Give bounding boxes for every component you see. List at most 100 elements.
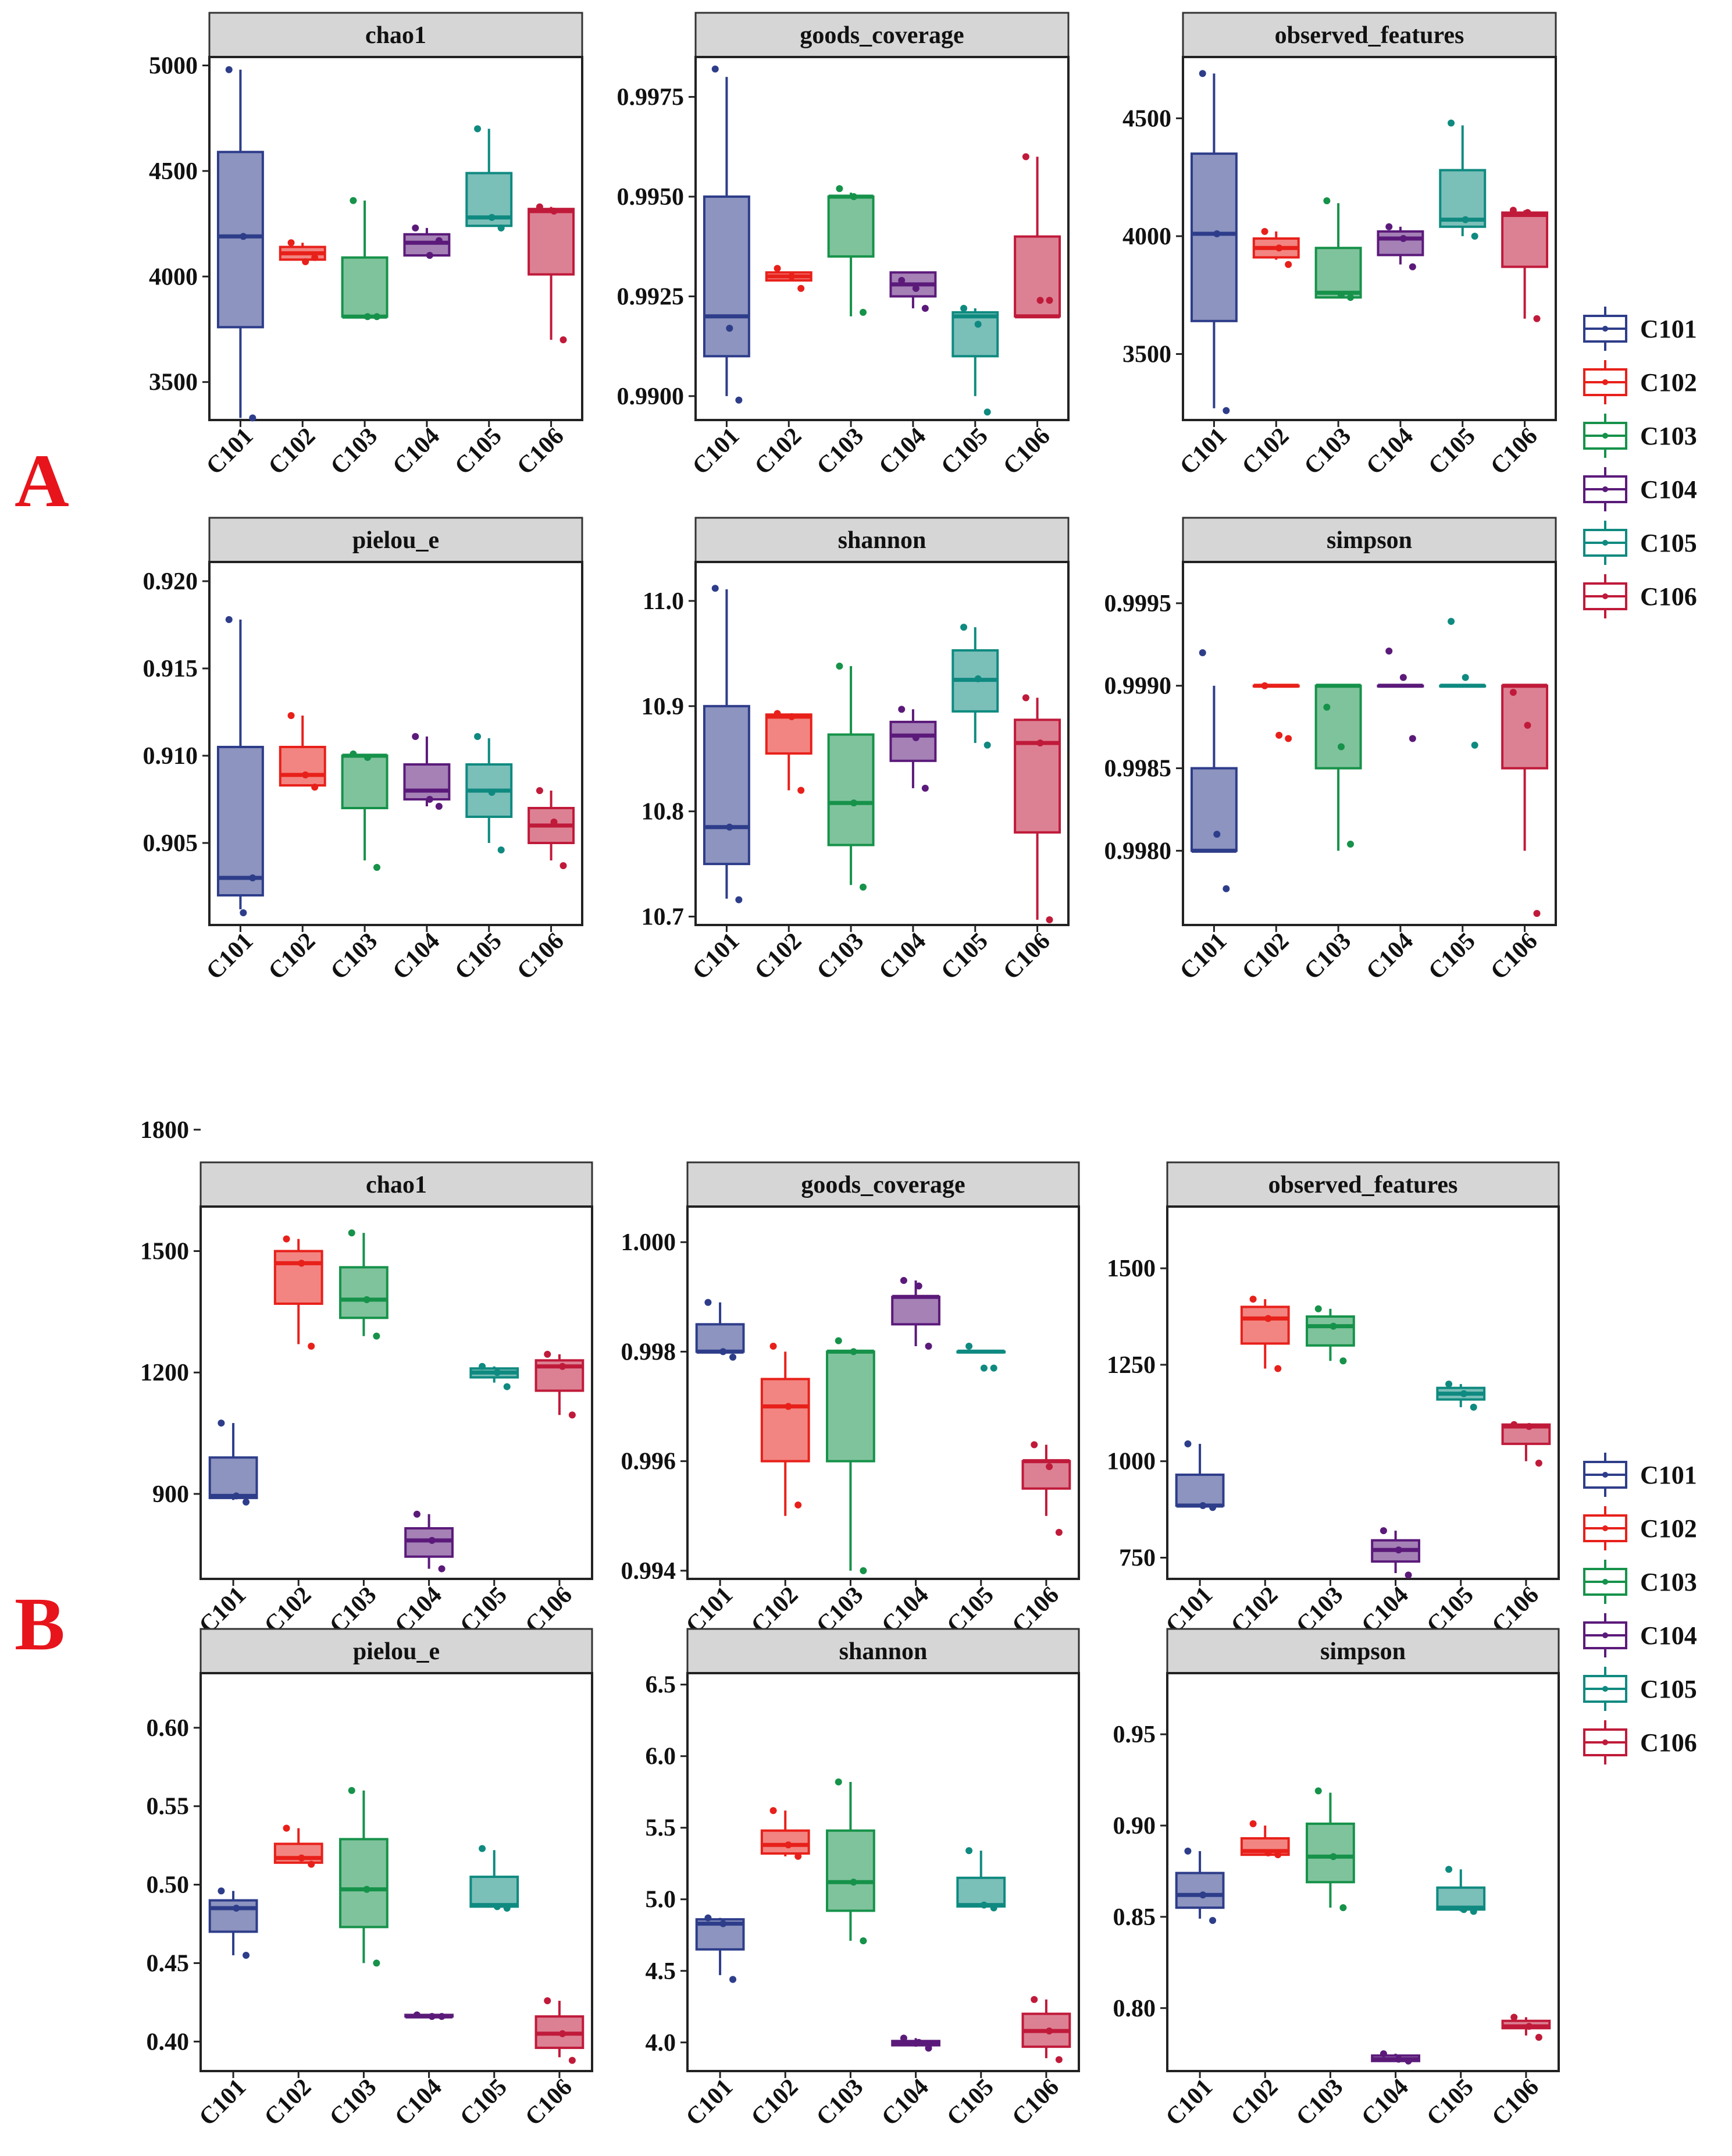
box-c103 <box>339 1229 389 1340</box>
data-point <box>1347 294 1355 301</box>
data-point <box>1448 119 1455 127</box>
panel-label-b: B <box>15 1582 65 1666</box>
y-tick-label: 0.994 <box>621 1558 676 1585</box>
box-c104 <box>889 706 937 792</box>
legend-key-point <box>1602 1472 1608 1478</box>
strip-title: goods_coverage <box>801 1172 965 1198</box>
data-point <box>711 585 719 592</box>
y-tick-label: 6.0 <box>646 1744 676 1770</box>
data-point <box>1223 885 1230 892</box>
data-point <box>1462 216 1469 223</box>
box-c104 <box>404 2011 454 2020</box>
y-tick-label: 5.0 <box>646 1887 676 1913</box>
data-point <box>559 336 567 344</box>
data-point <box>1275 731 1283 739</box>
box-iqr <box>216 151 264 329</box>
box-c104 <box>404 1510 454 1572</box>
legend-key-point <box>1602 486 1608 492</box>
data-point <box>1274 1851 1282 1859</box>
box-iqr <box>891 1296 940 1326</box>
box-iqr <box>339 1838 389 1929</box>
box-c103 <box>1314 684 1362 851</box>
data-point <box>1184 1440 1192 1447</box>
data-point <box>1510 1421 1518 1428</box>
y-tick-label: 1800 <box>140 1117 189 1144</box>
strip-title: simpson <box>1320 1638 1406 1665</box>
data-point <box>1046 297 1053 304</box>
y-tick-label: 5000 <box>149 53 198 80</box>
data-point <box>536 787 543 794</box>
data-point <box>348 1787 355 1794</box>
box-c102 <box>273 1235 323 1350</box>
data-point <box>1526 1423 1533 1431</box>
data-point <box>1274 1365 1282 1372</box>
data-point <box>233 1905 240 1912</box>
y-tick-label: 0.9900 <box>617 383 685 410</box>
data-point <box>233 1492 240 1500</box>
data-point <box>769 1807 777 1815</box>
data-point <box>1460 1906 1467 1913</box>
y-tick-label: 3500 <box>1122 341 1171 368</box>
data-point <box>1261 682 1268 689</box>
box-c105 <box>956 1847 1006 1912</box>
box-iqr <box>339 1266 389 1319</box>
box-c105 <box>951 305 999 416</box>
box-iqr <box>1014 718 1061 834</box>
data-point <box>311 784 319 791</box>
box-iqr <box>760 1829 810 1855</box>
box-c101 <box>703 65 750 404</box>
strip-title: observed_features <box>1275 22 1464 49</box>
data-point <box>1022 694 1029 702</box>
box-iqr <box>1439 169 1487 228</box>
strip-header <box>694 12 1070 58</box>
box-iqr <box>951 311 999 358</box>
legend-item-c104: C104 <box>1583 467 1697 511</box>
data-point <box>921 784 929 792</box>
data-point <box>1526 2023 1533 2030</box>
data-point <box>225 616 233 623</box>
box-c101 <box>1175 1440 1225 1511</box>
plot-area <box>1166 1205 1560 1580</box>
data-point <box>794 1501 802 1509</box>
data-point <box>729 1976 737 1983</box>
y-tick-label: 0.85 <box>1113 1904 1156 1931</box>
data-point <box>1339 1357 1347 1365</box>
box-c103 <box>341 197 389 321</box>
data-point <box>1022 153 1029 161</box>
data-point <box>1533 910 1541 917</box>
plot-area <box>694 561 1070 926</box>
data-point <box>1275 244 1283 252</box>
data-point <box>1339 1904 1347 1912</box>
strip-header <box>1182 12 1557 58</box>
box-c105 <box>1436 1866 1486 1915</box>
box-iqr <box>279 746 326 787</box>
box-c102 <box>760 1343 810 1516</box>
y-tick-label: 6.5 <box>646 1672 676 1699</box>
data-point <box>797 284 805 292</box>
data-point <box>497 846 505 853</box>
strip-title: chao1 <box>366 1172 427 1198</box>
box-c106 <box>1014 694 1061 923</box>
data-point <box>925 1343 932 1350</box>
y-tick-label: 11.0 <box>643 588 684 615</box>
box-c106 <box>528 787 575 869</box>
data-point <box>835 1337 842 1344</box>
plot-area <box>1182 56 1557 421</box>
data-point <box>1405 2057 1412 2065</box>
box-c101 <box>216 616 264 916</box>
y-tick-label: 0.920 <box>143 568 198 595</box>
legend-key-point <box>1602 540 1608 546</box>
data-point <box>428 2013 436 2020</box>
data-point <box>735 896 743 903</box>
legend-item-c106: C106 <box>1583 574 1697 618</box>
strip-title: goods_coverage <box>800 22 964 49</box>
data-point <box>373 1959 380 1967</box>
box-c104 <box>889 271 937 312</box>
plot-area <box>199 1205 593 1580</box>
box-c102 <box>765 265 812 292</box>
box-iqr <box>1377 230 1424 257</box>
data-point <box>965 1847 973 1855</box>
